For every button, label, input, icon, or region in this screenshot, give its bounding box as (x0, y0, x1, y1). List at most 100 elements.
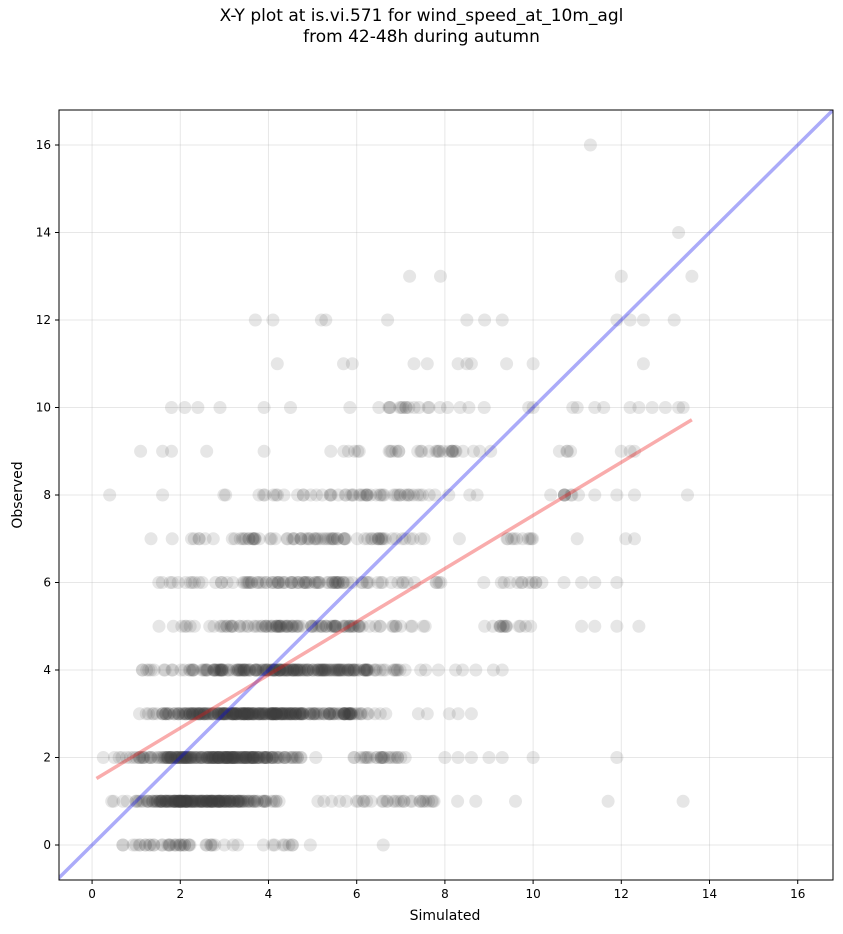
data-point (246, 707, 260, 721)
data-point (207, 751, 221, 764)
data-point (196, 794, 210, 808)
data-point (174, 707, 188, 721)
data-point (197, 794, 211, 808)
data-point (430, 576, 444, 589)
data-point (161, 794, 175, 808)
data-point (336, 663, 350, 677)
data-point (298, 663, 312, 677)
data-point (398, 663, 412, 677)
data-point (209, 751, 223, 764)
data-point (178, 751, 192, 764)
data-point (186, 663, 200, 677)
data-point (164, 794, 178, 808)
data-point (393, 488, 407, 502)
data-point (398, 751, 412, 764)
data-point (148, 794, 162, 808)
data-point (302, 532, 316, 546)
data-point (332, 576, 346, 589)
data-point (207, 663, 221, 677)
data-point (351, 619, 365, 633)
data-point (232, 751, 246, 764)
data-point (227, 707, 241, 721)
data-point (215, 794, 229, 808)
data-point (266, 663, 280, 677)
data-point (172, 794, 186, 808)
data-point (319, 663, 332, 677)
data-point (301, 663, 315, 677)
data-point (247, 707, 261, 721)
data-point (383, 401, 397, 414)
data-point (273, 707, 287, 721)
data-point (205, 838, 219, 852)
data-point (226, 707, 239, 721)
data-point (226, 707, 240, 721)
data-point (628, 444, 641, 458)
data-point (144, 663, 158, 677)
data-point (197, 707, 211, 721)
data-point (347, 751, 361, 764)
data-point (445, 444, 458, 458)
data-point (249, 619, 263, 633)
data-point (265, 751, 279, 764)
data-point (265, 751, 278, 764)
data-point (218, 707, 232, 721)
data-point (242, 576, 256, 589)
data-point (241, 794, 255, 808)
data-point (359, 751, 373, 764)
data-point (448, 444, 462, 458)
data-point (186, 707, 200, 721)
data-point (200, 444, 214, 458)
data-point (185, 794, 199, 808)
data-point (265, 663, 279, 677)
data-point (330, 532, 344, 546)
data-point (229, 751, 243, 764)
data-point (500, 532, 514, 546)
data-point (284, 576, 298, 589)
data-point (240, 707, 254, 721)
data-point (284, 619, 298, 633)
data-point (227, 794, 240, 808)
data-point (184, 751, 198, 764)
data-point (216, 751, 230, 764)
data-point (391, 488, 405, 502)
data-point (193, 707, 207, 721)
data-point (285, 663, 299, 677)
data-point (341, 444, 355, 458)
data-point (136, 794, 150, 808)
data-point (250, 794, 264, 808)
data-point (257, 663, 271, 677)
data-point (241, 663, 255, 677)
data-point (217, 751, 231, 764)
data-point (336, 619, 350, 633)
data-point (131, 794, 145, 808)
data-point (365, 532, 379, 546)
data-point (188, 576, 202, 589)
data-point (376, 838, 390, 852)
data-point (289, 707, 303, 721)
data-point (224, 751, 238, 764)
data-point (272, 663, 286, 677)
data-point (270, 619, 284, 633)
data-point (260, 751, 274, 764)
data-point (223, 794, 237, 808)
data-point (268, 663, 281, 677)
data-point (526, 532, 540, 546)
data-point (246, 532, 260, 546)
data-point (204, 751, 218, 764)
data-point (190, 707, 204, 721)
data-point (160, 794, 173, 808)
data-point (346, 663, 360, 677)
data-point (186, 751, 200, 764)
data-point (353, 707, 367, 721)
data-point (279, 707, 293, 721)
data-point (265, 576, 279, 589)
data-point (185, 751, 199, 764)
data-point (175, 751, 189, 764)
data-point (377, 488, 391, 502)
data-point (139, 838, 152, 852)
data-point (251, 707, 265, 721)
x-tick-label: 12 (614, 887, 629, 901)
data-point (172, 707, 186, 721)
data-point (172, 838, 186, 852)
data-point (214, 707, 227, 721)
